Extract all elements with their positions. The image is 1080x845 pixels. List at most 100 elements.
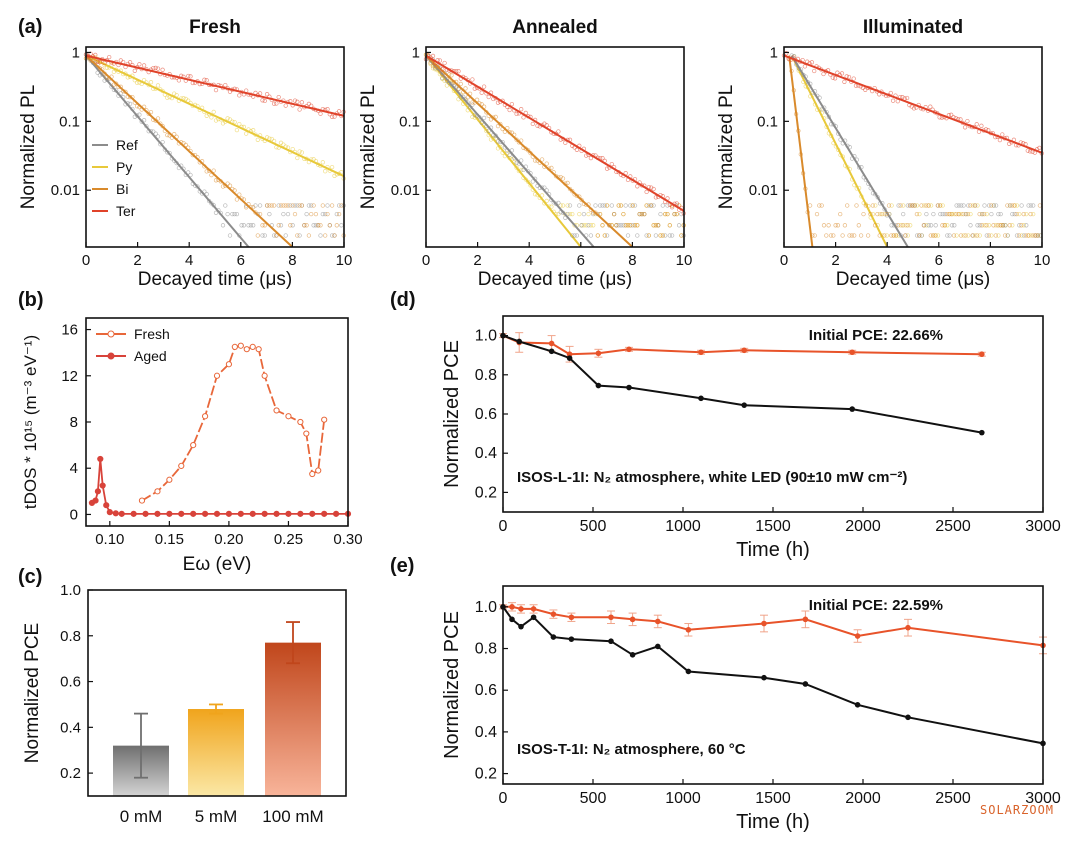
pl-point — [933, 223, 938, 228]
pl-point — [440, 75, 445, 81]
pl-point — [111, 69, 117, 75]
pl-point — [989, 203, 994, 208]
pl-point — [297, 203, 302, 208]
pl-point — [956, 203, 962, 208]
pl-point — [514, 111, 519, 117]
pl-point — [1037, 203, 1043, 208]
stability-point — [979, 429, 985, 436]
pl-point — [560, 203, 566, 208]
pl-point — [842, 79, 847, 84]
pl-point — [905, 223, 910, 228]
tdos-point — [201, 510, 209, 517]
pl-point — [982, 203, 987, 208]
pl-point — [211, 109, 216, 115]
x-category-label: 0 mM — [120, 807, 163, 826]
pl-point — [658, 211, 663, 217]
pl-point — [255, 233, 260, 238]
pl-point — [579, 197, 584, 203]
pl-point — [255, 137, 260, 142]
pl-point — [952, 211, 957, 217]
pl-point — [306, 233, 312, 238]
pl-point — [588, 155, 594, 161]
pl-point — [812, 233, 817, 238]
pl-point — [479, 120, 484, 125]
pl-point — [237, 121, 242, 127]
legend-marker — [107, 352, 115, 360]
pl-point — [586, 223, 591, 228]
pl-point — [474, 97, 480, 102]
bar-1 — [188, 709, 244, 796]
pl-point — [1026, 233, 1031, 238]
y-tick-label: 0.2 — [60, 765, 81, 782]
y-tick-label: 0.4 — [475, 724, 497, 741]
pl-point — [1030, 233, 1036, 238]
pl-point — [530, 121, 535, 127]
stability-point — [518, 623, 524, 630]
stability-point — [566, 355, 573, 361]
pl-point — [889, 233, 894, 238]
pl-point — [911, 106, 917, 111]
pl-point — [858, 233, 864, 238]
tdos-point — [142, 510, 149, 517]
pl-fit-line — [425, 54, 685, 212]
pl-point — [560, 176, 566, 181]
pl-point — [1016, 233, 1022, 238]
pl-point — [651, 223, 656, 228]
pl-point — [213, 178, 219, 183]
pl-fit-line — [425, 54, 634, 248]
stability-point — [761, 620, 767, 627]
pl-point — [176, 78, 182, 83]
x-axis-label: Decayed time (μs) — [138, 269, 293, 290]
pl-point — [262, 233, 267, 238]
pl-point — [153, 131, 158, 136]
stability-point — [629, 651, 636, 658]
tdos-point — [285, 413, 292, 420]
pl-point — [870, 203, 875, 208]
pl-point — [227, 183, 233, 188]
pl-point — [325, 203, 330, 208]
pl-point — [968, 203, 973, 208]
pl-point — [1028, 203, 1034, 208]
pl-point — [1021, 223, 1027, 228]
pl-point — [253, 210, 258, 215]
stability-series-black — [500, 604, 1046, 747]
pl-series-bi — [83, 54, 346, 248]
pl-point — [563, 140, 568, 145]
x-tick-label: 500 — [580, 518, 607, 535]
x-tick-label: 500 — [580, 790, 607, 807]
pl-point — [977, 211, 982, 217]
pl-point — [141, 63, 147, 68]
pl-point — [854, 203, 859, 208]
pl-point — [1003, 223, 1008, 228]
pl-point — [821, 71, 826, 77]
y-tick-label: 0.4 — [60, 719, 81, 736]
pl-series-ref — [423, 54, 686, 248]
pl-point — [830, 75, 835, 80]
pl-point — [919, 203, 924, 208]
pl-point — [1025, 148, 1030, 153]
pl-point — [821, 223, 827, 228]
pl-point — [609, 161, 614, 167]
tdos-point — [138, 497, 146, 504]
panel-e-letter: (e) — [390, 555, 414, 577]
pl-point — [323, 233, 328, 238]
pl-point — [1010, 223, 1015, 228]
pl-point — [553, 201, 559, 206]
legend-label-aged: Aged — [134, 348, 167, 364]
pl-point — [944, 211, 950, 217]
x-tick-label: 0.15 — [155, 531, 184, 548]
stability-panel-d: 0 500 1000 1500 2000 2500 3000 0.2 0.4 0.6 0.8 1.0 T… — [441, 315, 1061, 561]
pl-point — [802, 64, 808, 69]
pl-point — [332, 233, 337, 238]
x-tick-label: 3000 — [1025, 518, 1061, 535]
pl-point — [430, 53, 436, 59]
pl-point — [914, 203, 920, 208]
pl-point — [107, 54, 112, 60]
y-axis-label: Normalized PL — [358, 85, 379, 210]
pl-point — [908, 223, 913, 228]
pl-point — [993, 233, 998, 238]
pl-point — [644, 203, 649, 208]
pl-point — [213, 87, 219, 93]
pl-point — [584, 153, 589, 158]
bar-panel: 0 mM 5 mM 100 mM 0.2 0.4 0.6 0.8 1.0 Normalized … — [22, 582, 347, 826]
